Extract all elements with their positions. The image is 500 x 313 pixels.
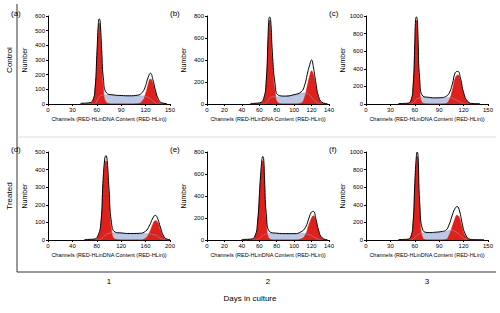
svg-text:200: 200 xyxy=(353,219,364,225)
svg-text:30: 30 xyxy=(387,243,394,249)
svg-text:Number: Number xyxy=(180,183,187,209)
svg-text:600: 600 xyxy=(353,184,364,190)
svg-text:120: 120 xyxy=(141,107,152,113)
svg-text:100: 100 xyxy=(289,107,300,113)
svg-text:30: 30 xyxy=(69,107,76,113)
svg-text:400: 400 xyxy=(194,193,205,199)
svg-text:800: 800 xyxy=(353,31,364,37)
svg-text:0: 0 xyxy=(364,243,368,249)
svg-text:120: 120 xyxy=(307,243,318,249)
svg-text:800: 800 xyxy=(353,167,364,173)
svg-text:1000: 1000 xyxy=(350,149,364,155)
svg-text:Channels (RED-HLinDNA Content: Channels (RED-HLinDNA Content (RED-HLin)… xyxy=(210,116,325,122)
svg-text:400: 400 xyxy=(194,57,205,63)
svg-text:500: 500 xyxy=(35,149,46,155)
svg-text:(d): (d) xyxy=(11,145,21,154)
svg-text:150: 150 xyxy=(483,107,494,113)
svg-text:20: 20 xyxy=(221,107,228,113)
svg-text:60: 60 xyxy=(411,243,418,249)
svg-text:500: 500 xyxy=(35,28,46,34)
svg-text:100: 100 xyxy=(35,219,46,225)
svg-text:Channels (RED-HLinDNA Content: Channels (RED-HLinDNA Content (RED-HLin)… xyxy=(369,116,484,122)
svg-text:Control: Control xyxy=(5,47,14,73)
svg-text:60: 60 xyxy=(93,107,100,113)
svg-text:200: 200 xyxy=(194,79,205,85)
svg-text:3: 3 xyxy=(425,277,430,286)
svg-text:400: 400 xyxy=(353,202,364,208)
svg-text:0: 0 xyxy=(42,237,46,243)
svg-text:100: 100 xyxy=(289,243,300,249)
svg-text:90: 90 xyxy=(118,107,125,113)
svg-text:100: 100 xyxy=(35,86,46,92)
svg-text:0: 0 xyxy=(364,107,368,113)
svg-text:(e): (e) xyxy=(170,145,180,154)
svg-text:0: 0 xyxy=(205,243,209,249)
svg-text:90: 90 xyxy=(436,243,443,249)
svg-text:Channels (RED-HLinDNA Content: Channels (RED-HLinDNA Content (RED-HLin)… xyxy=(51,252,166,258)
svg-text:60: 60 xyxy=(411,107,418,113)
svg-text:60: 60 xyxy=(256,107,263,113)
svg-text:300: 300 xyxy=(35,184,46,190)
svg-text:30: 30 xyxy=(387,107,394,113)
svg-text:0: 0 xyxy=(360,237,364,243)
svg-text:300: 300 xyxy=(35,57,46,63)
svg-text:(a): (a) xyxy=(11,9,21,18)
svg-text:600: 600 xyxy=(353,48,364,54)
svg-text:80: 80 xyxy=(273,243,280,249)
svg-text:40: 40 xyxy=(239,243,246,249)
svg-text:(c): (c) xyxy=(329,9,339,18)
svg-text:20: 20 xyxy=(221,243,228,249)
svg-text:Channels (RED-HLinDNA Content: Channels (RED-HLinDNA Content (RED-HLin)… xyxy=(51,116,166,122)
svg-text:0: 0 xyxy=(46,243,50,249)
svg-text:200: 200 xyxy=(194,215,205,221)
svg-text:0: 0 xyxy=(205,107,209,113)
svg-text:40: 40 xyxy=(69,243,76,249)
svg-text:200: 200 xyxy=(353,83,364,89)
svg-text:Number: Number xyxy=(21,183,28,209)
svg-text:40: 40 xyxy=(239,107,246,113)
svg-text:800: 800 xyxy=(194,13,205,19)
svg-text:400: 400 xyxy=(35,167,46,173)
svg-text:600: 600 xyxy=(194,35,205,41)
svg-text:0: 0 xyxy=(42,101,46,107)
svg-text:1: 1 xyxy=(107,277,112,286)
svg-text:200: 200 xyxy=(35,72,46,78)
svg-text:Days in culture: Days in culture xyxy=(224,294,277,303)
svg-text:2: 2 xyxy=(266,277,271,286)
svg-text:400: 400 xyxy=(35,42,46,48)
svg-text:Treated: Treated xyxy=(5,182,14,209)
svg-text:120: 120 xyxy=(116,243,127,249)
svg-text:1000: 1000 xyxy=(350,13,364,19)
svg-text:(b): (b) xyxy=(170,9,180,18)
svg-text:160: 160 xyxy=(141,243,152,249)
svg-text:90: 90 xyxy=(436,107,443,113)
svg-text:140: 140 xyxy=(324,107,335,113)
svg-text:80: 80 xyxy=(93,243,100,249)
svg-text:0: 0 xyxy=(201,101,205,107)
svg-text:0: 0 xyxy=(46,107,50,113)
svg-text:60: 60 xyxy=(256,243,263,249)
svg-text:Number: Number xyxy=(180,47,187,73)
svg-text:200: 200 xyxy=(35,202,46,208)
svg-text:80: 80 xyxy=(273,107,280,113)
svg-text:800: 800 xyxy=(194,149,205,155)
svg-text:(f): (f) xyxy=(329,145,337,154)
svg-text:400: 400 xyxy=(353,66,364,72)
svg-text:0: 0 xyxy=(360,101,364,107)
svg-text:120: 120 xyxy=(459,107,470,113)
svg-text:600: 600 xyxy=(194,171,205,177)
svg-text:Number: Number xyxy=(21,47,28,73)
svg-text:Channels (RED-HLinDNA Content: Channels (RED-HLinDNA Content (RED-HLin)… xyxy=(369,252,484,258)
svg-text:0: 0 xyxy=(201,237,205,243)
svg-text:600: 600 xyxy=(35,13,46,19)
svg-text:200: 200 xyxy=(165,243,176,249)
svg-text:150: 150 xyxy=(165,107,176,113)
svg-text:Channels (RED-HLinDNA Content: Channels (RED-HLinDNA Content (RED-HLin)… xyxy=(210,252,325,258)
svg-text:120: 120 xyxy=(307,107,318,113)
svg-text:120: 120 xyxy=(459,243,470,249)
svg-text:150: 150 xyxy=(483,243,494,249)
svg-text:140: 140 xyxy=(324,243,335,249)
svg-text:Number: Number xyxy=(339,183,346,209)
svg-text:Number: Number xyxy=(339,47,346,73)
